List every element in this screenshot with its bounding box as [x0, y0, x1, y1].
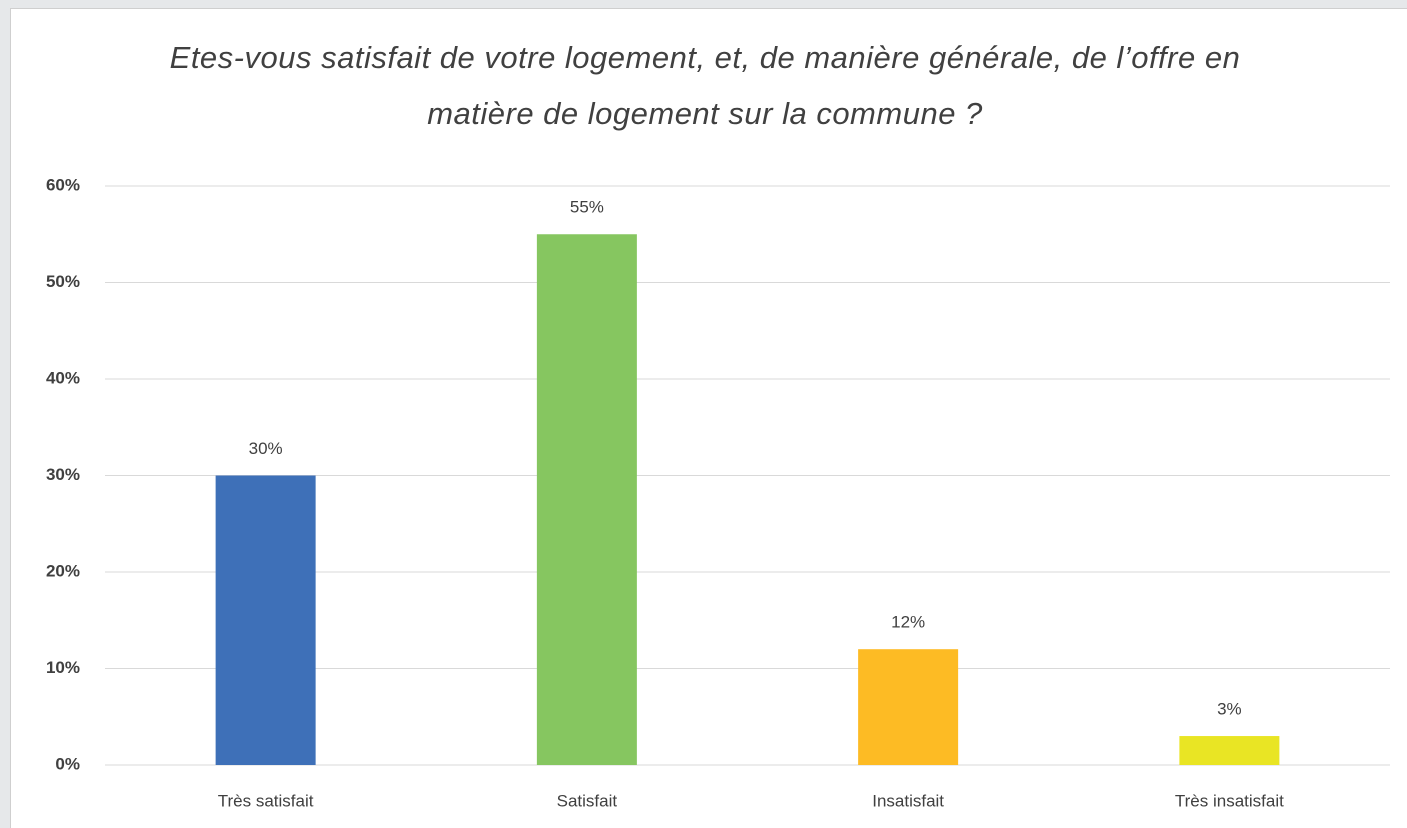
x-tick-label: Satisfait [557, 791, 618, 810]
y-tick-label: 10% [46, 658, 80, 677]
chart-title: Etes-vous satisfait de votre logement, e… [169, 40, 1241, 131]
y-tick-label: 20% [46, 561, 80, 580]
value-label: 3% [1217, 700, 1242, 719]
value-label: 30% [249, 439, 283, 458]
x-tick-label: Très insatisfait [1175, 791, 1284, 810]
bar [536, 234, 637, 765]
y-tick-label: 40% [46, 368, 80, 387]
bar [1179, 736, 1280, 765]
x-tick-label: Très satisfait [218, 791, 314, 810]
y-tick-label: 60% [46, 175, 80, 194]
x-tick-label: Insatisfait [872, 791, 944, 810]
value-label: 12% [891, 613, 925, 632]
bar [858, 649, 959, 765]
y-tick-label: 30% [46, 465, 80, 484]
y-tick-label: 0% [55, 754, 80, 773]
bar [215, 475, 316, 765]
y-tick-label: 50% [46, 272, 80, 291]
value-label: 55% [570, 198, 604, 217]
